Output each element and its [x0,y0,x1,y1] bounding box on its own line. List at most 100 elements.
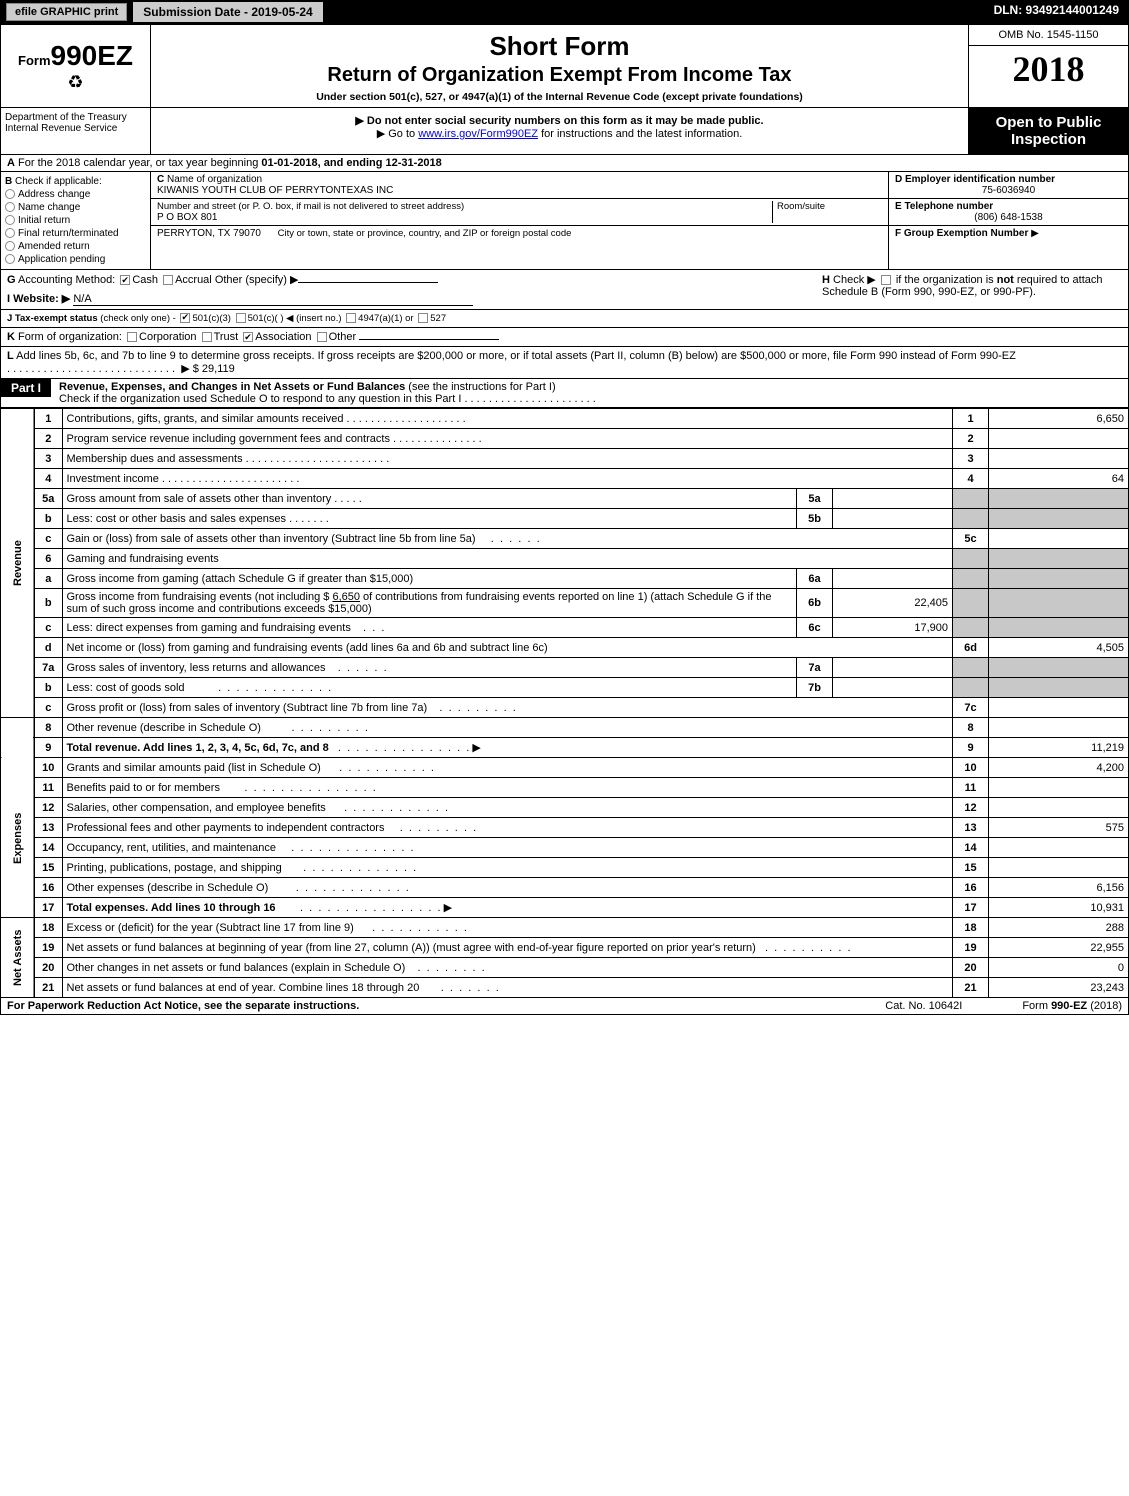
l6b-rn [953,589,989,618]
dln-label: DLN: 93492144001249 [984,0,1129,24]
l5b-desc: Less: cost or other basis and sales expe… [62,509,797,529]
line-16: 16 Other expenses (describe in Schedule … [1,878,1129,898]
h-checkbox[interactable] [881,275,891,285]
l6a-desc: Gross income from gaming (attach Schedul… [62,569,797,589]
g-other: Other (specify) ▶ [215,274,299,286]
page-footer: For Paperwork Reduction Act Notice, see … [0,998,1129,1015]
k-corp-checkbox[interactable] [127,332,137,342]
j-note: (check only one) - [98,313,179,324]
line-9: 9 Total revenue. Add lines 1, 2, 3, 4, 5… [1,738,1129,758]
opt-initial-return: Initial return [18,215,70,226]
l6b-in: 6b [797,589,833,618]
city-row: PERRYTON, TX 79070 City or town, state o… [151,226,888,269]
footer-right-form: 990-EZ [1051,1000,1087,1012]
l9-num: 9 [34,738,62,758]
footer-right: Form 990-EZ (2018) [1022,1000,1122,1012]
l14-rn: 14 [953,838,989,858]
l12-rn: 12 [953,798,989,818]
l14-rv [989,838,1129,858]
notice-goto: ▶ Go to www.irs.gov/Form990EZ for instru… [157,127,962,140]
h-text1: if the organization is [896,274,997,286]
line-6a: a Gross income from gaming (attach Sched… [1,569,1129,589]
j-527-checkbox[interactable] [418,313,428,323]
l16-rv: 6,156 [989,878,1129,898]
line-7a: 7a Gross sales of inventory, less return… [1,658,1129,678]
l6c-rn [953,618,989,638]
l21-desc: Net assets or fund balances at end of ye… [62,978,953,998]
l18-num: 18 [34,918,62,938]
l7b-in: 7b [797,678,833,698]
l5a-desc: Gross amount from sale of assets other t… [62,489,797,509]
group-exemption-cell: F Group Exemption Number ▶ [889,226,1128,269]
l4-rn: 4 [953,469,989,489]
j-section: J Tax-exempt status (check only one) - 5… [0,310,1129,328]
line-7c: c Gross profit or (loss) from sales of i… [1,698,1129,718]
l3-rn: 3 [953,449,989,469]
accrual-checkbox[interactable] [163,275,173,285]
other-specify-line[interactable] [298,282,438,283]
address-change-checkbox[interactable] [5,189,15,199]
dept-line1: Department of the Treasury [5,112,146,123]
l14-num: 14 [34,838,62,858]
k-other-line[interactable] [359,339,499,340]
l19-num: 19 [34,938,62,958]
k-trust-checkbox[interactable] [202,332,212,342]
room-label: Room/suite [777,201,882,212]
l9-desc: Total revenue. Add lines 1, 2, 3, 4, 5c,… [62,738,953,758]
name-change-checkbox[interactable] [5,202,15,212]
id-numbers: D Employer identification number 75-6036… [888,172,1128,269]
h-check: Check ▶ [833,274,876,286]
form-number-text: 990EZ [51,40,134,71]
l13-rv: 575 [989,818,1129,838]
l-section: L Add lines 5b, 6c, and 7b to line 9 to … [0,347,1129,379]
l13-num: 13 [34,818,62,838]
l1-rn: 1 [953,409,989,429]
l7b-rn [953,678,989,698]
application-pending-checkbox[interactable] [5,254,15,264]
k-opt3: Other [329,331,357,343]
l11-rv [989,778,1129,798]
j-label: J Tax-exempt status [7,313,98,324]
l17-num: 17 [34,898,62,918]
notices-cell: ▶ Do not enter social security numbers o… [151,108,968,154]
l5b-iv [833,509,953,529]
line-19: 19 Net assets or fund balances at beginn… [1,938,1129,958]
part1-header: Part I Revenue, Expenses, and Changes in… [0,379,1129,408]
l5a-num: 5a [34,489,62,509]
efile-print-button[interactable]: efile GRAPHIC print [6,3,127,21]
l-label: L [7,350,14,362]
l2-rv [989,429,1129,449]
form-header: Form990EZ ♻ Short Form Return of Organiz… [0,24,1129,108]
l20-rv: 0 [989,958,1129,978]
amended-return-checkbox[interactable] [5,241,15,251]
k-other-checkbox[interactable] [317,332,327,342]
irs-link[interactable]: www.irs.gov/Form990EZ [418,128,538,140]
final-return-checkbox[interactable] [5,228,15,238]
l6a-in: 6a [797,569,833,589]
j-501c-checkbox[interactable] [236,313,246,323]
notice2-pre: ▶ Go to [377,128,418,140]
initial-return-checkbox[interactable] [5,215,15,225]
cash-checkbox[interactable] [120,275,130,285]
l3-desc: Membership dues and assessments . . . . … [62,449,953,469]
h-schedule-b: H Check ▶ if the organization is not req… [822,273,1122,306]
l5c-rv [989,529,1129,549]
j-501c3-checkbox[interactable] [180,313,190,323]
l3-num: 3 [34,449,62,469]
footer-right-pre: Form [1022,1000,1051,1012]
line-14: 14 Occupancy, rent, utilities, and maint… [1,838,1129,858]
g-label: G [7,274,16,286]
j-4947-checkbox[interactable] [346,313,356,323]
l11-rn: 11 [953,778,989,798]
notice-ssn: ▶ Do not enter social security numbers o… [157,114,962,127]
line-6c: c Less: direct expenses from gaming and … [1,618,1129,638]
g-text: Accounting Method: [16,274,116,286]
line-8: 8 Other revenue (describe in Schedule O)… [1,718,1129,738]
l21-rv: 23,243 [989,978,1129,998]
line-21: 21 Net assets or fund balances at end of… [1,978,1129,998]
l6c-num: c [34,618,62,638]
l6c-desc: Less: direct expenses from gaming and fu… [62,618,797,638]
line-6b: b Gross income from fundraising events (… [1,589,1129,618]
k-assoc-checkbox[interactable] [243,332,253,342]
l6b-iv: 22,405 [833,589,953,618]
